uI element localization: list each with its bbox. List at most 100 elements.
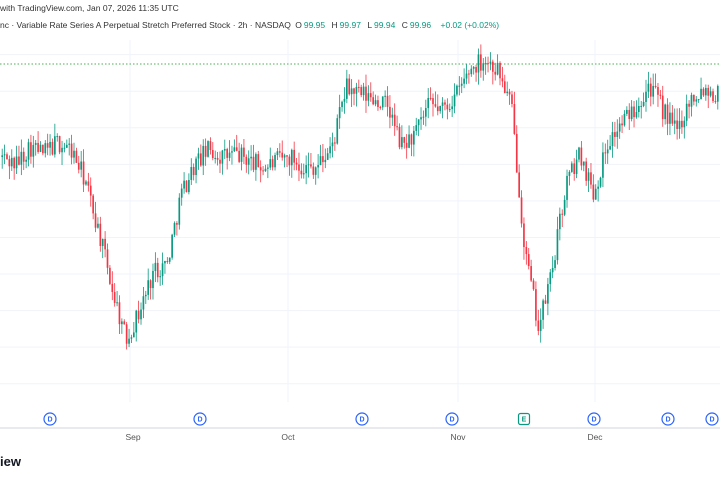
event-marker-label: E <box>522 417 527 424</box>
candle-body <box>621 123 623 126</box>
candle-body <box>499 62 501 79</box>
candle-body <box>417 119 420 126</box>
candle-body <box>475 67 477 73</box>
candle-body <box>178 197 181 225</box>
candle-body <box>360 87 363 96</box>
candle-body <box>503 81 506 94</box>
candle-body <box>690 94 693 107</box>
candle-body <box>238 150 240 162</box>
candle-body <box>520 197 523 224</box>
ohlc-open: O 99.95 <box>295 20 326 30</box>
candle-body <box>255 154 257 170</box>
candle-body <box>408 134 410 148</box>
chart-legend: nc · Variable Rate Series A Perpetual St… <box>0 20 501 30</box>
candle-body <box>535 289 537 321</box>
ohlc-low: L 99.94 <box>367 20 396 30</box>
candle-body <box>568 171 571 176</box>
candle-body <box>693 94 695 102</box>
candle-body <box>152 270 154 289</box>
candle-body <box>573 163 576 174</box>
candle-body <box>563 199 566 215</box>
candle-body <box>439 105 442 112</box>
candle-body <box>659 94 662 96</box>
candle-body <box>393 114 396 127</box>
event-marker-label: D <box>359 417 364 424</box>
candle-body <box>398 126 401 148</box>
candle-body <box>429 97 432 99</box>
candle-body <box>678 120 681 129</box>
candle-body <box>468 73 470 75</box>
dividend-marker-circle <box>355 412 369 426</box>
candle-body <box>415 125 418 131</box>
candle-body <box>491 61 494 72</box>
candle-body <box>211 150 214 159</box>
candle-body <box>54 136 56 155</box>
candle-body <box>444 102 446 105</box>
x-tick-label: Nov <box>450 432 466 442</box>
candle-body <box>470 68 473 75</box>
candle-body <box>391 114 394 118</box>
candle-body <box>168 257 171 262</box>
candle-body <box>506 91 509 94</box>
candle-body <box>176 223 178 225</box>
dividend-marker-circle <box>445 412 459 426</box>
candle-body <box>489 61 492 64</box>
candle-body <box>345 78 348 99</box>
candle-body <box>307 164 310 166</box>
event-marker-label: D <box>197 417 202 424</box>
candle-body <box>434 104 437 107</box>
candle-body <box>63 147 66 149</box>
tradingview-logo: iew <box>0 454 21 469</box>
candle-body <box>661 95 664 120</box>
candle-body <box>561 213 564 215</box>
candle-body <box>673 120 676 124</box>
candle-body <box>472 67 475 69</box>
candle-body <box>75 150 78 163</box>
candle-body <box>200 153 202 166</box>
candle-body <box>594 188 597 200</box>
earnings-marker-box <box>517 412 531 426</box>
candle-body <box>61 147 63 153</box>
candle-body <box>65 144 68 148</box>
candle-body <box>92 195 94 214</box>
candle-body <box>367 93 370 101</box>
candle-body <box>681 120 683 128</box>
candle-body <box>317 165 319 168</box>
candle-body <box>477 54 480 73</box>
candle-body <box>34 142 37 145</box>
candle-body <box>85 181 87 185</box>
candle-body <box>166 261 169 263</box>
candle-body <box>554 260 556 268</box>
candle-body <box>51 141 54 155</box>
candle-body <box>73 150 75 158</box>
candle-body <box>582 161 585 166</box>
candle-body <box>250 156 252 159</box>
candle-body <box>147 280 150 295</box>
candle-body <box>293 149 296 163</box>
candle-body <box>180 188 183 198</box>
candle-body <box>3 154 6 156</box>
candle-body <box>365 86 367 101</box>
candle-body <box>413 130 415 145</box>
candle-body <box>487 63 489 65</box>
candle-body <box>68 143 71 145</box>
candle-body <box>305 165 307 174</box>
candle-body <box>697 99 700 101</box>
candle-body <box>20 151 23 165</box>
chart-published-info: with TradingView.com, Jan 07, 2026 11:35… <box>0 3 179 13</box>
candle-body <box>70 143 73 158</box>
candle-body <box>642 101 645 106</box>
candle-body <box>326 153 329 160</box>
candle-body <box>130 337 133 339</box>
candle-body <box>132 332 135 338</box>
published-text: with TradingView.com, Jan 07, 2026 11:35… <box>0 3 179 13</box>
candle-body <box>405 142 408 148</box>
candle-body <box>482 63 485 71</box>
time-axis-labels: Sep Oct Nov Dec <box>125 432 603 442</box>
candle-body <box>216 157 219 160</box>
event-marker-label: D <box>665 417 670 424</box>
candle-body <box>709 91 712 96</box>
candle-body <box>432 98 434 105</box>
